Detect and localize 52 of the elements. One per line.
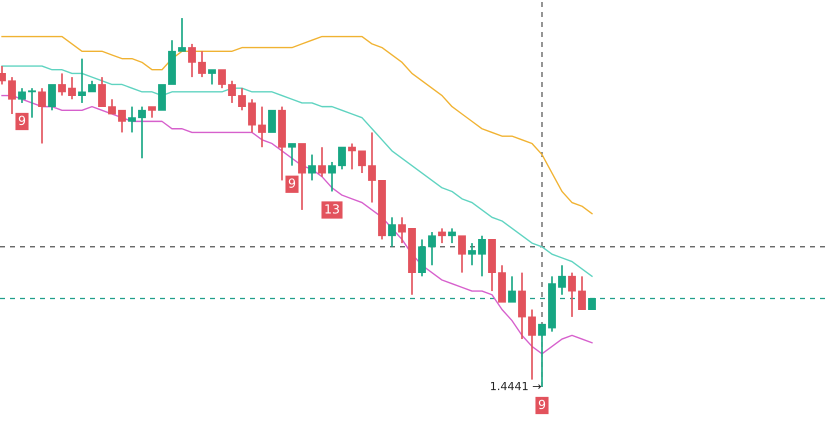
candlestick [328,161,336,192]
annotation: 13 [325,204,339,214]
candlestick [198,50,206,78]
candlestick [558,264,566,296]
candlestick [28,87,36,119]
candlestick [468,242,476,266]
candlestick [448,228,456,244]
candlestick [478,234,486,278]
candlestick [268,110,276,133]
candlestick [368,132,376,204]
candlestick [178,17,186,52]
candlestick [228,80,236,104]
candlestick [348,142,356,170]
candlestick [308,154,316,182]
candlestick [38,87,46,144]
candlestick [48,84,56,112]
candlestick [258,106,266,148]
candlestick [318,146,326,178]
candlestick [138,106,146,160]
candlestick [58,72,66,96]
candlestick [128,106,136,134]
candlestick [118,109,126,134]
candlestick [188,43,196,78]
candlestick [288,142,296,166]
candlestick [578,275,586,310]
candlestick [88,80,96,93]
candlestick [148,106,156,119]
candlestick [568,272,576,318]
candlestick [508,275,516,303]
annotation: 1.4441 → [491,382,541,390]
candlestick [248,98,256,134]
candlestick [218,68,226,90]
candlestick [388,216,396,248]
candlestick [358,150,366,174]
candlestick [208,68,216,86]
annotation: 9 [18,116,26,126]
annotation: 9 [288,178,296,188]
annotation: 9 [538,400,546,410]
candlestick [238,87,246,112]
candlestick [528,308,536,380]
candlestick [588,298,596,310]
candlestick [398,216,406,244]
candlestick [438,228,446,244]
candlestick [458,234,466,274]
candlestick [428,231,436,266]
candlestick [68,76,76,100]
candlestick [18,87,26,104]
candlestick [8,76,16,115]
candlestick [78,58,86,104]
candlestick [338,146,346,170]
candlestick [108,98,116,115]
candlestick [98,76,106,108]
